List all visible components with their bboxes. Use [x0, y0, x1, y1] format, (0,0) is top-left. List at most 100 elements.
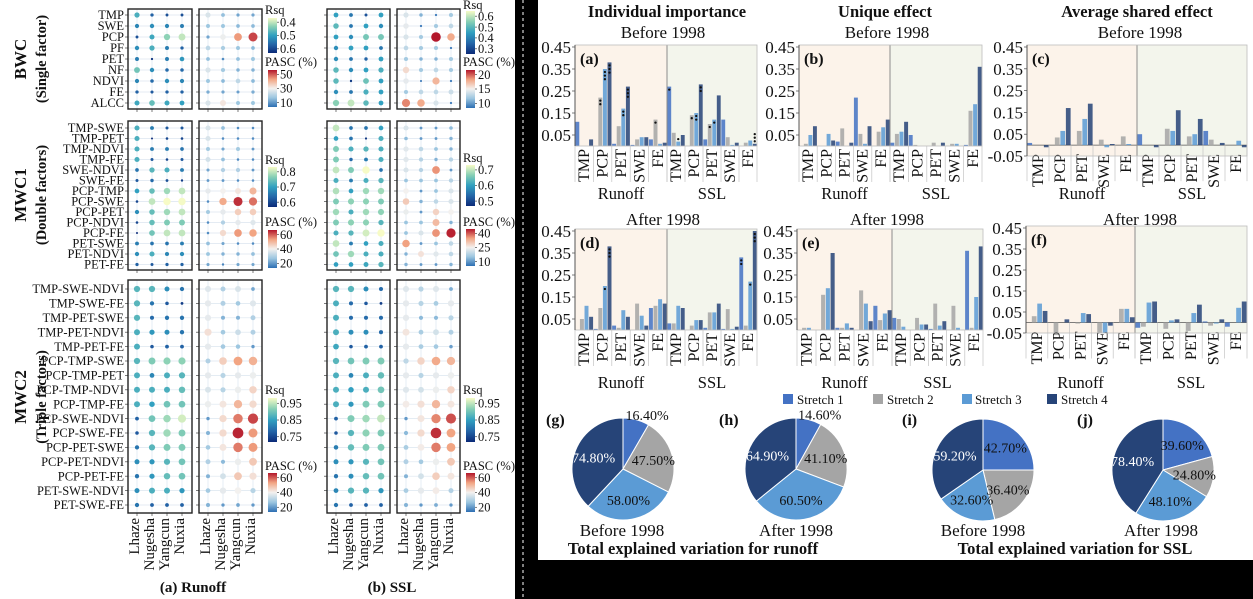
bubble-rsq	[165, 147, 169, 151]
bubble-rsq	[349, 24, 353, 28]
bar-stretch-3	[1236, 140, 1242, 146]
bubble-rsq	[163, 187, 171, 195]
row-label: NF	[108, 63, 124, 77]
bubble-pasc	[419, 13, 423, 17]
bar-stretch-4	[1197, 118, 1203, 146]
pie-chart-h: 14.60% 41.10% 60.50% 64.90% (h) After 1998	[719, 409, 848, 540]
bubble-pasc	[219, 443, 227, 451]
bubble-pasc	[205, 386, 211, 393]
bubble-rsq	[362, 429, 370, 437]
bubble-rsq	[378, 56, 384, 62]
y-tick-label: 0.15	[993, 103, 1023, 122]
bar-stretch-2	[635, 303, 640, 330]
response-label: Runoff	[1057, 373, 1104, 392]
bubble-rsq	[149, 230, 155, 236]
bubble-rsq	[180, 90, 184, 94]
bar-stretch-3	[730, 328, 735, 330]
bubble-pasc	[431, 413, 441, 424]
significance-dot	[603, 70, 607, 74]
bubble-pasc	[234, 472, 242, 481]
bubble-rsq	[165, 57, 169, 61]
panel-letter: (j)	[1077, 412, 1093, 429]
colorbar	[466, 70, 475, 108]
bar-stretch-3	[658, 143, 663, 146]
pie-slice-stretch-4	[931, 418, 984, 500]
bubble-rsq	[165, 90, 169, 94]
bubble-rsq	[134, 329, 140, 336]
significance-dot	[599, 103, 602, 106]
row-label: ALCC	[91, 96, 124, 110]
panel-letter: (c)	[1032, 51, 1050, 68]
bar-stretch-1	[739, 257, 744, 330]
bubble-pasc	[447, 33, 455, 41]
bubble-rsq	[163, 443, 171, 451]
colorbar-tick-label: 20	[478, 501, 491, 515]
ssl-background	[667, 229, 757, 330]
bubble-pasc	[247, 413, 259, 424]
bar-stretch-4	[662, 303, 667, 330]
matrix-frame	[198, 120, 263, 271]
colorbar-tick-label: 60	[280, 228, 293, 242]
bubble-rsq	[136, 232, 138, 234]
left-figure-panel	[0, 0, 515, 599]
bubble-rsq	[134, 445, 140, 450]
bubble-rsq	[348, 230, 354, 236]
bubble-rsq	[363, 34, 369, 40]
bubble-pasc	[449, 46, 453, 50]
bar-stretch-3	[863, 303, 868, 330]
bubble-pasc	[249, 457, 257, 466]
row-label: TMP-PET-FE	[54, 340, 124, 354]
bubble-rsq	[149, 301, 155, 306]
bubble-rsq	[135, 221, 139, 224]
x-tick-label: TMP	[799, 333, 816, 366]
bubble-rsq	[150, 157, 154, 162]
bubble-rsq	[163, 458, 171, 465]
pie-period: Before 1998	[580, 521, 665, 540]
bubble-pasc	[419, 189, 423, 193]
bubble-pasc	[221, 179, 225, 182]
matrix-frame	[326, 120, 391, 271]
bubble-rsq	[378, 251, 384, 257]
bubble-pasc	[206, 231, 210, 235]
bubble-pasc	[420, 80, 422, 82]
bubble-pasc	[446, 428, 456, 438]
colorbar-tick-label: 0.85	[478, 413, 500, 427]
bar-stretch-4	[625, 316, 630, 330]
bar-stretch-2	[840, 128, 845, 146]
matrix-caption: (a) Runoff	[160, 580, 227, 596]
bubble-rsq	[349, 344, 353, 349]
bar-stretch-4	[1241, 145, 1247, 148]
bubble-rsq	[362, 458, 370, 465]
bubble-rsq	[163, 33, 171, 41]
bar-stretch-3	[694, 320, 699, 330]
x-tick-label: FE	[740, 333, 757, 352]
bubble-pasc	[433, 315, 439, 320]
colorbar	[268, 167, 277, 207]
x-tick-label: SWE	[1206, 154, 1223, 188]
colorbar	[268, 230, 277, 268]
bubble-pasc	[249, 229, 257, 237]
bubble-rsq	[348, 301, 354, 306]
colorbar-tick-label: 0.95	[280, 397, 302, 411]
bubble-rsq	[150, 344, 154, 349]
bubble-rsq	[332, 240, 340, 247]
bubble-rsq	[150, 13, 154, 17]
bubble-rsq	[332, 124, 340, 132]
row-label: PF	[110, 41, 124, 55]
bar-stretch-2	[579, 319, 584, 330]
bubble-rsq	[134, 125, 140, 131]
bar-stretch-3	[881, 127, 886, 146]
bubble-pasc	[236, 158, 240, 161]
bar-stretch-4	[1174, 319, 1180, 323]
panel-letter: (d)	[580, 235, 600, 252]
bubble-pasc	[236, 13, 240, 17]
pie-slice-stretch-3	[587, 468, 670, 521]
bubble-rsq	[179, 78, 185, 84]
bubble-rsq	[163, 472, 171, 480]
bubble-pasc	[402, 198, 410, 205]
bubble-rsq	[163, 208, 171, 216]
bubble-rsq	[348, 387, 354, 393]
